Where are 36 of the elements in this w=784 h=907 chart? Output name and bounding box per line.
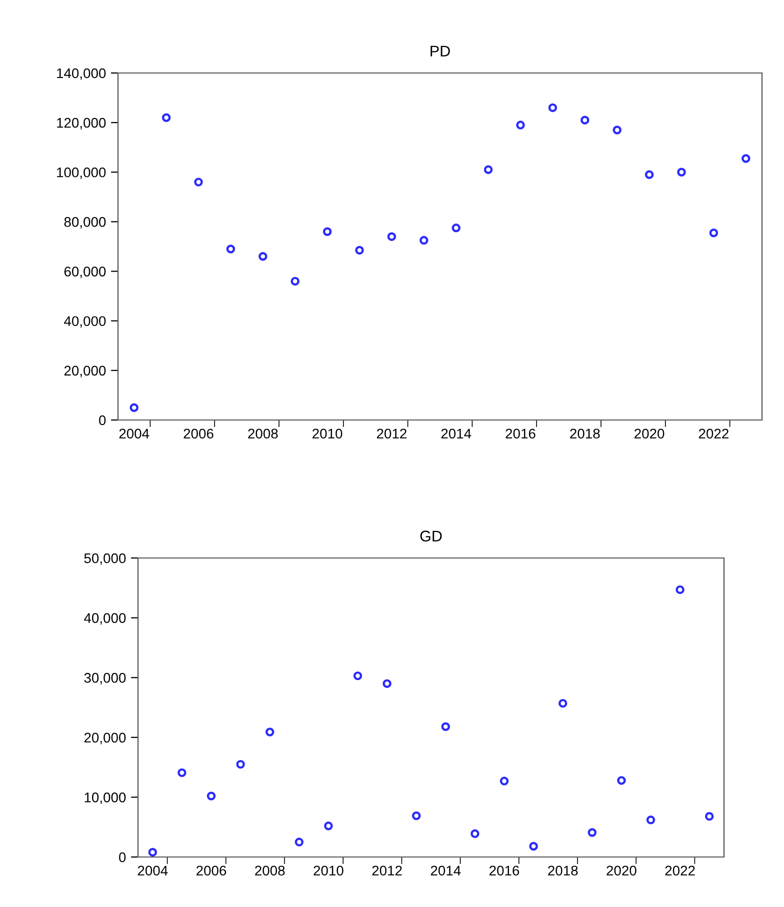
y-tick-label: 100,000 — [57, 167, 106, 179]
x-tick-label: 2018 — [570, 428, 600, 439]
chart-title: GD — [420, 530, 442, 542]
y-tick-label: 0 — [119, 852, 126, 862]
x-tick-label: 2020 — [634, 428, 664, 439]
y-tick-label: 40,000 — [84, 613, 126, 625]
x-tick-label: 2012 — [372, 866, 402, 876]
x-tick-label: 2004 — [138, 866, 168, 876]
x-tick-label: 2014 — [441, 428, 472, 439]
y-tick-label: 80,000 — [64, 217, 106, 229]
y-tick-label: 10,000 — [84, 792, 126, 804]
x-tick-label: 2004 — [119, 428, 150, 439]
x-tick-label: 2020 — [606, 866, 636, 876]
x-tick-label: 2010 — [312, 428, 342, 439]
x-tick-label: 2022 — [665, 866, 695, 876]
y-tick-label: 0 — [99, 415, 106, 426]
x-tick-label: 2014 — [430, 866, 461, 876]
x-tick-label: 2016 — [490, 866, 520, 876]
y-tick-label: 30,000 — [84, 672, 126, 684]
y-tick-label: 120,000 — [57, 118, 106, 130]
y-tick-label: 40,000 — [64, 316, 106, 328]
y-tick-label: 50,000 — [84, 553, 126, 565]
x-tick-label: 2010 — [314, 866, 344, 876]
chart-title: PD — [430, 46, 450, 56]
y-tick-label: 20,000 — [64, 366, 106, 378]
y-tick-label: 60,000 — [64, 266, 106, 278]
x-tick-label: 2022 — [698, 428, 728, 439]
x-tick-label: 2012 — [376, 428, 406, 439]
x-tick-label: 2016 — [506, 428, 536, 439]
x-tick-label: 2006 — [184, 428, 214, 439]
y-tick-label: 20,000 — [84, 732, 126, 744]
x-tick-label: 2006 — [196, 866, 226, 876]
y-tick-label: 140,000 — [57, 68, 106, 80]
x-tick-label: 2008 — [248, 428, 278, 439]
x-tick-label: 2008 — [255, 866, 285, 876]
x-tick-label: 2018 — [548, 866, 578, 876]
